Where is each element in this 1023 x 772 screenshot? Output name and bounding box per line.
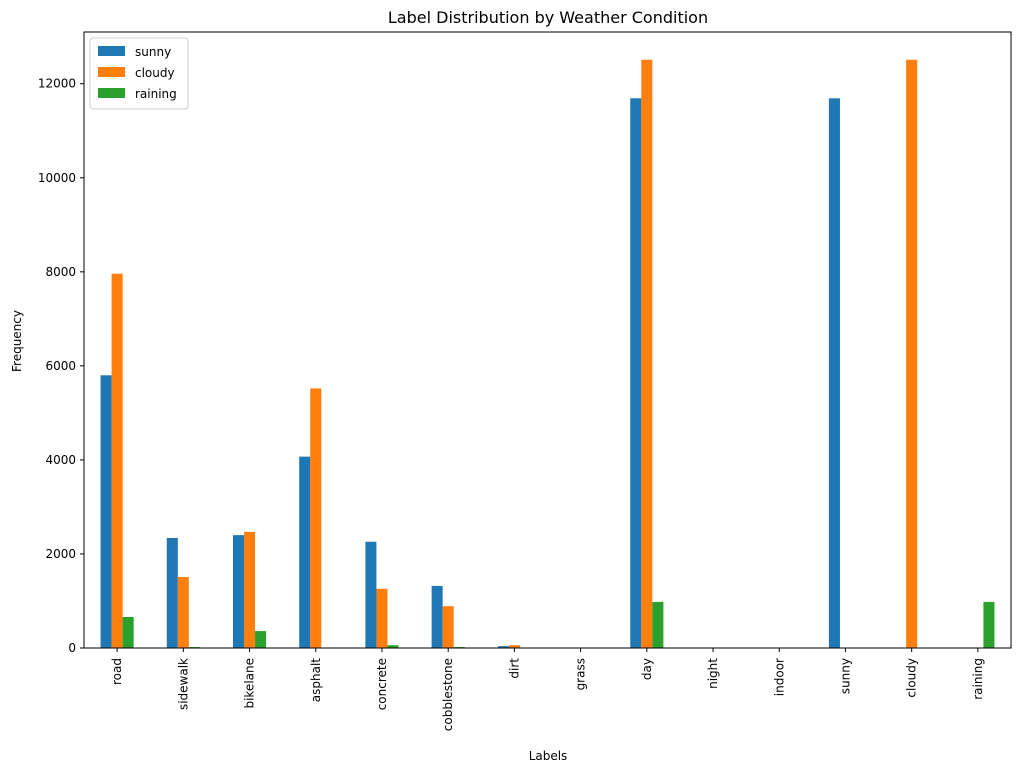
bar-raining-day xyxy=(652,601,664,648)
x-tick-label: night xyxy=(706,658,720,689)
x-tick-label: grass xyxy=(574,658,588,690)
x-tick-label: raining xyxy=(971,658,985,700)
x-tick-label: day xyxy=(640,658,654,680)
x-tick-label: concrete xyxy=(375,658,389,710)
bar-cloudy-cloudy xyxy=(906,59,918,649)
y-tick-label: 10000 xyxy=(38,171,76,185)
bar-cloudy-cobblestone xyxy=(442,606,454,648)
x-tick-label: cloudy xyxy=(905,658,919,698)
x-tick-label: sunny xyxy=(838,658,852,694)
x-tick-label: cobblestone xyxy=(441,658,455,731)
bar-sunny-concrete xyxy=(365,541,377,648)
bar-cloudy-concrete xyxy=(376,588,388,648)
bar-sunny-bikelane xyxy=(232,535,245,648)
legend-swatch-raining xyxy=(98,88,125,98)
bar-sunny-road xyxy=(100,375,112,648)
x-tick-label: indoor xyxy=(772,658,786,696)
bar-raining-bikelane xyxy=(255,631,267,648)
legend-swatch-cloudy xyxy=(98,67,125,77)
legend-label-raining: raining xyxy=(135,87,177,101)
bar-raining-concrete xyxy=(387,645,399,648)
bar-sunny-dirt xyxy=(497,646,509,648)
bar-sunny-sunny xyxy=(828,98,840,649)
bar-raining-road xyxy=(122,616,134,648)
x-tick-label: road xyxy=(110,658,124,685)
x-axis-label: Labels xyxy=(529,749,568,763)
bar-sunny-asphalt xyxy=(299,456,311,648)
bar-raining-raining xyxy=(983,601,995,648)
legend: sunny cloudy raining xyxy=(89,37,189,110)
bar-cloudy-road xyxy=(111,273,123,648)
x-tick-label: sidewalk xyxy=(176,658,190,710)
y-tick-label: 2000 xyxy=(45,547,76,561)
bar-sunny-sidewalk xyxy=(166,537,178,648)
x-tick-label: asphalt xyxy=(309,658,323,703)
y-axis-label: Frequency xyxy=(10,310,24,372)
bar-cloudy-asphalt xyxy=(310,388,322,648)
y-tick-label: 8000 xyxy=(45,265,76,279)
x-tick-label: bikelane xyxy=(243,658,257,709)
y-tick-label: 4000 xyxy=(45,453,76,467)
bar-cloudy-bikelane xyxy=(244,531,256,648)
y-tick-label: 0 xyxy=(68,641,76,655)
bar-sunny-cobblestone xyxy=(431,585,443,648)
bar-cloudy-sidewalk xyxy=(177,577,189,648)
bar-cloudy-day xyxy=(641,59,653,649)
bar-cloudy-dirt xyxy=(508,645,520,648)
legend-label-sunny: sunny xyxy=(135,45,171,59)
y-tick-label: 6000 xyxy=(45,359,76,373)
chart-title: Label Distribution by Weather Condition xyxy=(388,8,708,27)
bar-sunny-day xyxy=(630,98,642,649)
plot-area: 0 2000 4000 6000 8000 10000 12000 road sidewalk b… xyxy=(38,31,1012,731)
legend-swatch-sunny xyxy=(98,46,125,56)
legend-label-cloudy: cloudy xyxy=(135,66,175,80)
axes-frame xyxy=(83,31,1012,649)
x-tick-label: dirt xyxy=(507,658,521,679)
y-tick-label: 12000 xyxy=(38,77,76,91)
